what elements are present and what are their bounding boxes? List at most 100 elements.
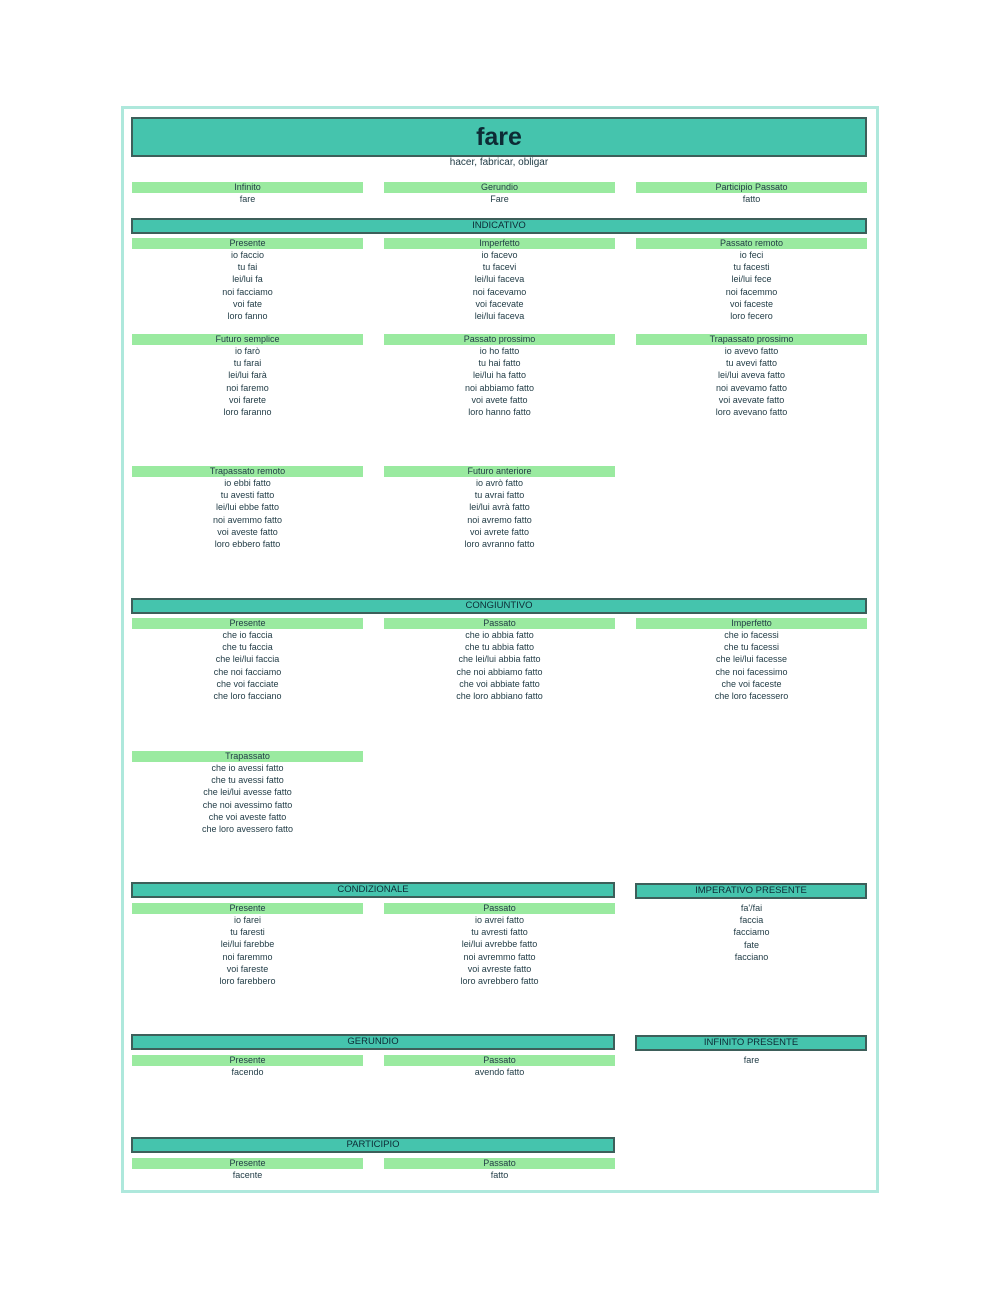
conjugation-form: voi avevate fatto [718, 394, 785, 405]
conjugation-form: voi avrete fatto [469, 526, 530, 537]
tense-block: Imperfetto io facevo tu facevi lei/lui face… [384, 238, 615, 322]
conjugation-form: io facevo [481, 250, 518, 260]
conjugation-form: io feci [739, 250, 764, 260]
conjugation-form: che loro facessero [714, 690, 789, 701]
verb-translation: hacer, fabricar, obligar [449, 157, 549, 168]
conjugation-form: io avrei fatto [474, 915, 525, 925]
tense-header: Imperfetto [384, 238, 615, 249]
conjugation-form: loro avevano fatto [715, 406, 788, 417]
conjugation-form: che voi faceste [721, 678, 782, 689]
tense-header: Trapassato [132, 751, 363, 762]
conjugation-form: tu facevi [482, 262, 517, 273]
tense-block: Infinito fare [132, 182, 363, 205]
conjugation-form: io faccio [230, 250, 265, 260]
conjugation-form: loro avranno fatto [464, 538, 535, 549]
conjugation-form: che io abbia fatto [465, 630, 534, 640]
tense-block: Participio Passato fatto [636, 182, 867, 205]
tense-block: Gerundio Fare [384, 182, 615, 205]
conjugation-form: fa'/fai [740, 903, 763, 913]
conjugation-form: tu hai fatto [478, 358, 521, 369]
conjugation-form: che voi aveste fatto [208, 811, 287, 822]
conjugation-form: che noi facciamo [213, 666, 282, 677]
tense-header: Futuro semplice [132, 334, 363, 345]
conjugation-form: tu avrai fatto [474, 490, 525, 501]
conjugation-form: loro avrebbero fatto [460, 975, 539, 986]
conjugation-form: che loro avessero fatto [201, 823, 294, 834]
tense-header: Presente [132, 1158, 363, 1169]
conjugation-form: fatto [742, 194, 761, 204]
conjugation-form: noi avevamo fatto [715, 382, 788, 393]
tense-block: Presente io faccio tu fai lei/lui fa noi fac… [132, 238, 363, 322]
conjugation-form: tu avesti fatto [220, 490, 275, 501]
tense-header: Trapassato prossimo [636, 334, 867, 345]
conjugation-form: che lei/lui faccia [215, 654, 280, 665]
tense-block: Passato avendo fatto [384, 1055, 615, 1078]
conjugation-form: noi facemmo [725, 286, 778, 297]
tense-header: Passato remoto [636, 238, 867, 249]
tense-header: Presente [132, 1055, 363, 1066]
conjugation-form: voi faceste [729, 298, 774, 309]
tense-block: Presente facendo [132, 1055, 363, 1078]
conjugation-form: fare [743, 1055, 760, 1065]
conjugation-form: voi fareste [226, 963, 269, 974]
conjugation-form: lei/lui fece [731, 274, 772, 285]
conjugation-form: facente [232, 1170, 263, 1180]
tense-header: Presente [132, 238, 363, 249]
form-list: fare [636, 1054, 867, 1066]
tense-header: Imperfetto [636, 618, 867, 629]
tense-header: Presente [132, 903, 363, 914]
conjugation-form: che tu avessi fatto [211, 775, 284, 786]
conjugation-form: che voi facciate [216, 678, 279, 689]
conjugation-form: io ho fatto [479, 346, 520, 356]
conjugation-form: noi avemmo fatto [212, 514, 283, 525]
conjugation-form: voi farete [228, 394, 267, 405]
page-frame [121, 106, 879, 1193]
conjugation-form: fatto [490, 1170, 509, 1180]
conjugation-form: voi aveste fatto [217, 526, 278, 537]
conjugation-form: io avrò fatto [475, 478, 524, 488]
conjugation-form: che loro abbiano fatto [456, 690, 543, 701]
conjugation-form: loro fanno [227, 310, 268, 321]
conjugation-form: voi avete fatto [471, 394, 528, 405]
tense-header: Passato [384, 1158, 615, 1169]
tense-block: Passato che io abbia fatto che tu abbia fa… [384, 618, 615, 702]
conjugation-form: loro faranno [223, 406, 272, 417]
conjugation-form: che io avessi fatto [211, 763, 284, 773]
conjugation-form: noi faremo [226, 382, 269, 393]
tense-header: Gerundio [384, 182, 615, 193]
conjugation-form: lei/lui farebbe [220, 939, 275, 950]
conjugation-form: che lei/lui avesse fatto [203, 787, 292, 798]
tense-block: Futuro anteriore io avrò fatto tu avrai fa… [384, 466, 615, 550]
tense-block: Presente facente [132, 1158, 363, 1181]
conjugation-form: che tu abbia fatto [464, 642, 535, 653]
section-infinito: INFINITO PRESENTE [635, 1035, 867, 1051]
conjugation-form: che lei/lui abbia fatto [458, 654, 541, 665]
tense-header: Passato [384, 1055, 615, 1066]
tense-header: Passato prossimo [384, 334, 615, 345]
conjugation-form: che io facessi [724, 630, 779, 640]
tense-block: Trapassato che io avessi fatto che tu aves… [132, 751, 363, 835]
conjugation-form: avendo fatto [474, 1067, 525, 1077]
conjugation-form: io avevo fatto [724, 346, 779, 356]
tense-block: Futuro semplice io farò tu farai lei/lui fa… [132, 334, 363, 418]
tense-block: Presente io farei tu faresti lei/lui farebb… [132, 903, 363, 987]
section-participio: PARTICIPIO [131, 1137, 615, 1153]
conjugation-form: noi avremo fatto [467, 514, 532, 525]
tense-header: Passato [384, 903, 615, 914]
tense-header: Futuro anteriore [384, 466, 615, 477]
conjugation-form: lei/lui aveva fatto [717, 370, 786, 381]
conjugation-form: lei/lui avrà fatto [469, 502, 530, 513]
conjugation-form: noi faremmo [222, 951, 273, 962]
conjugation-form: noi avremmo fatto [463, 951, 536, 962]
conjugation-form: fare [239, 194, 256, 204]
conjugation-form: lei/lui fa [232, 274, 263, 285]
conjugation-form: lei/lui ha fatto [472, 370, 527, 381]
section-imperativo: IMPERATIVO PRESENTE [635, 883, 867, 899]
conjugation-form: tu facesti [733, 262, 770, 273]
conjugation-form: noi abbiamo fatto [464, 382, 535, 393]
conjugation-form: che loro facciano [213, 690, 282, 701]
section-congiuntivo: CONGIUNTIVO [131, 598, 867, 614]
conjugation-form: lei/lui faceva [474, 310, 525, 321]
tense-block: Trapassato remoto io ebbi fatto tu avesti … [132, 466, 363, 550]
